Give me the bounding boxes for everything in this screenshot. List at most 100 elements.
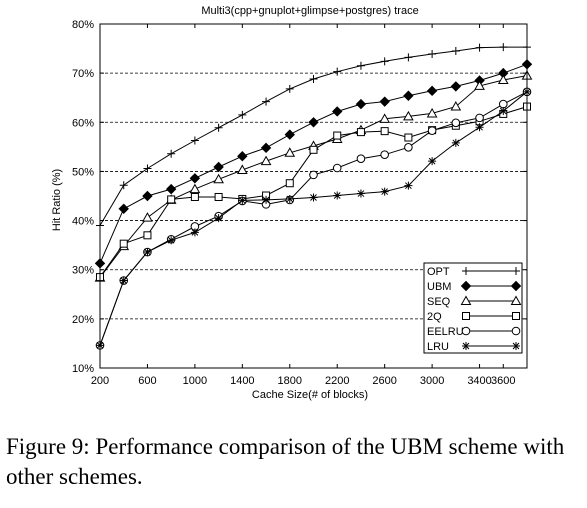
data-point-ubm: [426, 85, 438, 97]
data-point-eelru: [380, 150, 389, 160]
data-point-2q: [167, 195, 176, 204]
legend-label-eelru: EELRU: [427, 326, 464, 338]
data-point-opt: [380, 57, 389, 66]
data-point-opt: [167, 149, 176, 158]
x-tick-label: 2600: [372, 375, 396, 387]
data-point-lru: [428, 157, 437, 166]
legend-label-seq: SEQ: [427, 296, 451, 308]
legend-marker-eelru: [511, 326, 521, 336]
data-point-lru: [309, 193, 318, 202]
data-point-2q: [356, 128, 365, 137]
legend-label-lru: LRU: [427, 341, 449, 353]
data-point-2q: [119, 239, 128, 248]
y-tick-label: 20%: [72, 314, 94, 326]
data-point-opt: [238, 110, 247, 119]
data-point-2q: [309, 145, 318, 154]
data-point-ubm: [284, 129, 295, 140]
plot-frame: [99, 23, 528, 369]
data-point-opt: [309, 75, 318, 84]
data-point-opt: [214, 123, 223, 132]
data-point-lru: [285, 194, 294, 203]
legend-marker-ubm: [510, 280, 522, 292]
legend-marker-lru: [512, 342, 520, 350]
data-point-eelru: [356, 154, 366, 163]
data-point-ubm: [308, 117, 319, 128]
x-tick-label: 3400: [467, 375, 491, 387]
data-point-opt: [285, 84, 294, 93]
series-line-ubm: [99, 63, 528, 264]
data-point-opt: [499, 43, 508, 52]
data-point-lru: [167, 236, 176, 245]
y-tick-label: 70%: [72, 68, 94, 80]
series-line-2q: [99, 106, 528, 278]
data-point-seq: [284, 147, 296, 157]
data-point-eelru: [332, 163, 342, 173]
x-axis-label: Cache Size(# of blocks): [252, 389, 368, 401]
chart: Multi3(cpp+gnuplot+glimpse+postgres) tra…: [51, 5, 533, 401]
legend-box: [423, 262, 523, 354]
data-point-2q: [285, 179, 294, 188]
data-point-opt: [143, 164, 152, 173]
data-point-2q: [143, 231, 152, 240]
data-point-ubm: [332, 106, 343, 117]
x-tick-label: 200: [91, 375, 109, 387]
data-point-ubm: [165, 183, 177, 195]
data-point-2q: [404, 133, 413, 142]
y-tick-label: 40%: [72, 216, 94, 228]
data-point-seq: [236, 164, 248, 174]
data-point-lru: [475, 123, 484, 132]
chart-title: Multi3(cpp+gnuplot+glimpse+postgres) tra…: [201, 5, 418, 17]
data-point-lru: [119, 276, 128, 285]
y-tick-label: 10%: [72, 363, 94, 375]
data-point-eelru: [404, 143, 413, 152]
legend-label-opt: OPT: [427, 266, 450, 278]
data-point-opt: [428, 49, 437, 58]
data-point-ubm: [260, 142, 272, 154]
y-tick-label: 60%: [72, 117, 94, 129]
data-point-ubm: [189, 173, 201, 184]
data-point-lru: [404, 181, 413, 190]
legend-marker-ubm: [460, 280, 472, 292]
legend: OPT UBM SEQ 2Q EELRU LRU: [423, 262, 523, 354]
data-point-opt: [356, 61, 365, 70]
data-point-seq: [213, 173, 224, 184]
legend-marker-2q: [462, 312, 470, 320]
legend-marker-opt: [462, 267, 470, 275]
data-point-opt: [475, 43, 484, 52]
y-tick-label: 50%: [72, 166, 94, 178]
legend-marker-2q: [512, 312, 520, 320]
series-lru: [96, 87, 531, 350]
data-point-opt: [404, 53, 413, 62]
y-axis-label: Hit Ratio (%): [51, 169, 63, 231]
data-point-opt: [451, 47, 460, 56]
x-tick-label: 1000: [183, 375, 207, 387]
legend-marker-lru: [462, 342, 470, 350]
data-point-lru: [214, 214, 223, 223]
data-point-lru: [190, 228, 199, 237]
legend-marker-seq: [460, 295, 472, 305]
data-point-opt: [262, 97, 271, 106]
data-point-lru: [333, 191, 342, 200]
legend-marker-eelru: [461, 326, 471, 336]
data-point-ubm: [237, 150, 248, 162]
data-point-eelru: [498, 99, 508, 109]
data-point-seq: [189, 183, 201, 194]
data-point-seq: [450, 101, 462, 111]
data-point-seq: [142, 212, 153, 222]
data-point-ubm: [213, 161, 224, 173]
series-layer: [94, 43, 533, 350]
legend-label-ubm: UBM: [427, 281, 451, 293]
data-point-2q: [190, 192, 199, 201]
data-point-ubm: [142, 190, 153, 202]
x-tick-label: 1400: [230, 375, 254, 387]
data-point-eelru: [309, 170, 318, 180]
data-point-2q: [214, 192, 223, 201]
data-point-lru: [380, 187, 389, 196]
data-point-2q: [380, 127, 389, 136]
data-point-ubm: [403, 90, 414, 101]
legend-marker-opt: [512, 267, 520, 275]
data-point-opt: [333, 67, 342, 76]
data-point-ubm: [450, 81, 462, 92]
data-point-opt: [190, 136, 199, 145]
data-point-eelru: [427, 126, 437, 135]
